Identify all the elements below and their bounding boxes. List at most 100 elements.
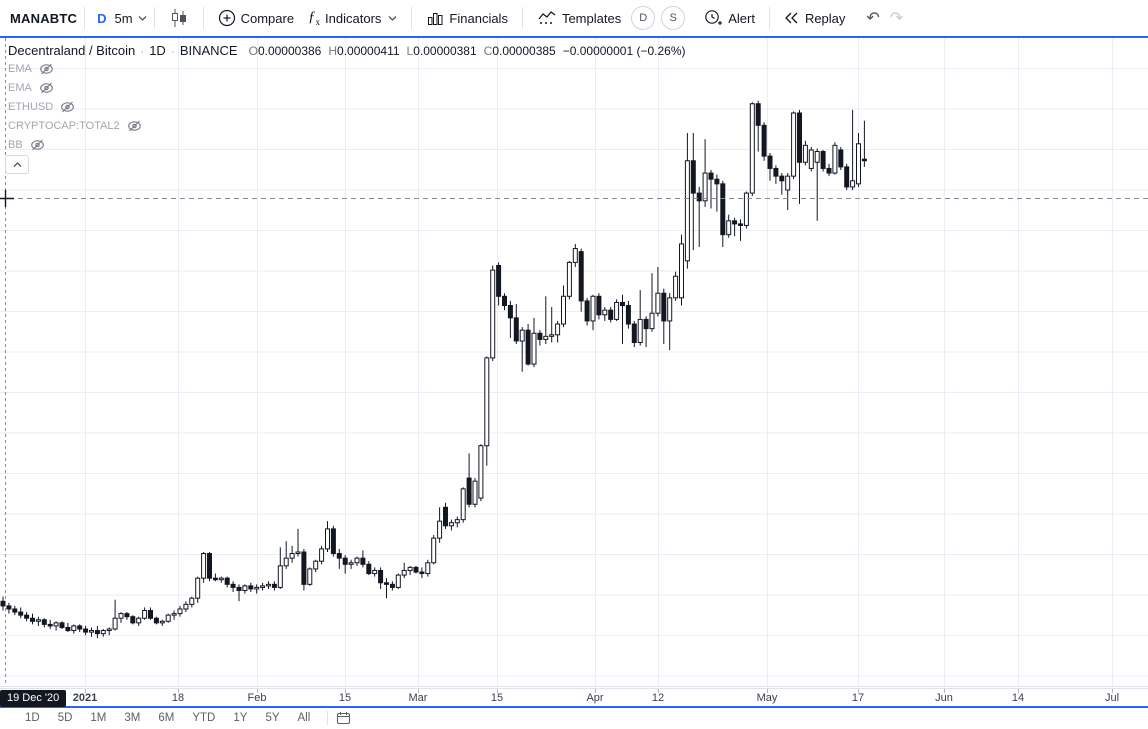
indicator-legend-ethusd[interactable]: ETHUSD: [8, 97, 142, 116]
candle: [838, 146, 844, 170]
price-chart-canvas[interactable]: [0, 38, 1148, 688]
time-tick-label: Feb: [247, 692, 267, 704]
candle: [295, 528, 301, 557]
time-axis[interactable]: 19 Dec '20 2021 18 Feb 15 Mar 15 Apr 12 May 17 Jun…: [0, 688, 1148, 707]
compare-label: Compare: [240, 10, 295, 26]
financials-button[interactable]: Financials: [419, 4, 515, 32]
pane-divider: [0, 706, 1148, 708]
time-tick-mark: [418, 689, 419, 693]
candle: [77, 624, 83, 633]
candle: [631, 320, 637, 348]
candle: [531, 317, 537, 368]
candle: [384, 578, 389, 599]
candle: [59, 621, 65, 630]
collapse-legend-button[interactable]: [5, 155, 29, 174]
quick-template-s-button[interactable]: S: [661, 6, 686, 30]
indicator-label: CRYPTOCAP:TOTAL2: [8, 119, 120, 132]
time-tick-label: 18: [171, 692, 185, 704]
time-tick-mark: [1018, 689, 1019, 693]
candle: [425, 559, 431, 577]
time-tick-label: Apr: [586, 692, 604, 704]
time-tick-mark: [858, 689, 859, 693]
candle: [94, 625, 100, 639]
time-tick-label: 17: [851, 692, 865, 704]
candle: [519, 327, 525, 372]
indicator-label: EMA: [8, 62, 32, 75]
toolbar-separator: [84, 7, 86, 29]
chart-style-button[interactable]: [162, 4, 196, 32]
candle: [578, 248, 584, 312]
time-tick-mark: [497, 689, 498, 693]
candle: [755, 100, 761, 152]
range-1y[interactable]: 1Y: [233, 712, 248, 724]
candle: [330, 525, 336, 557]
quick-template-d-button[interactable]: D: [631, 6, 656, 30]
range-1m[interactable]: 1M: [90, 712, 107, 724]
candle: [319, 545, 325, 565]
candle: [856, 133, 861, 187]
candle: [637, 290, 643, 346]
chart-pane[interactable]: Decentraland / Bitcoin · 1D · BINANCE O0…: [0, 38, 1148, 707]
alert-label: Alert: [728, 10, 755, 26]
date-range-toolbar: 1D 5D 1M 3M 6M YTD 1Y 5Y All: [0, 708, 1148, 729]
bar-chart-icon: [426, 10, 444, 26]
compare-button[interactable]: Compare: [211, 4, 301, 32]
candle: [643, 316, 649, 348]
range-all[interactable]: All: [297, 712, 311, 724]
time-tick-mark: [257, 689, 258, 693]
chevron-down-icon[interactable]: [138, 15, 147, 21]
close-value: 0.00000385: [492, 44, 556, 58]
redo-icon[interactable]: ↷: [889, 10, 904, 27]
indicator-legend-bb[interactable]: BB: [8, 135, 142, 154]
high-label: H: [328, 44, 338, 58]
range-1d[interactable]: 1D: [25, 712, 40, 724]
symbol-button[interactable]: MANABTC: [10, 10, 78, 26]
eye-hidden-icon[interactable]: [39, 63, 54, 75]
time-tick-label: Mar: [408, 692, 428, 704]
symbol-legend[interactable]: Decentraland / Bitcoin · 1D · BINANCE O0…: [8, 43, 685, 58]
range-ytd[interactable]: YTD: [192, 712, 216, 724]
candle: [732, 217, 738, 237]
undo-icon[interactable]: ↶: [866, 10, 880, 27]
candle: [413, 565, 419, 574]
bottombar-separator: [327, 711, 329, 725]
indicator-legend-ema[interactable]: EMA: [8, 59, 142, 78]
candle: [720, 180, 726, 248]
candle: [620, 294, 625, 345]
candle: [673, 271, 679, 301]
templates-button[interactable]: Templates: [530, 4, 628, 32]
calendar-icon[interactable]: [336, 711, 351, 725]
range-5y[interactable]: 5Y: [265, 712, 280, 724]
eye-hidden-icon[interactable]: [127, 120, 142, 132]
candle: [24, 612, 30, 622]
replay-button[interactable]: Replay: [777, 4, 852, 32]
candle: [590, 294, 596, 331]
candle: [118, 612, 124, 623]
top-toolbar: MANABTC D 5m Compar: [0, 0, 1148, 38]
eye-hidden-icon[interactable]: [39, 82, 54, 94]
candle: [655, 267, 661, 317]
alert-button[interactable]: Alert: [696, 4, 762, 32]
candle: [153, 616, 159, 625]
open-value: 0.00000386: [257, 44, 322, 58]
range-6m[interactable]: 6M: [158, 712, 175, 724]
candle: [566, 260, 572, 300]
candle: [242, 584, 248, 594]
candle: [283, 541, 289, 569]
interval-d-button[interactable]: D: [97, 10, 107, 26]
candle: [779, 173, 785, 195]
candle: [159, 619, 165, 626]
indicator-legend-cryptocap-total2[interactable]: CRYPTOCAP:TOTAL2: [8, 116, 142, 135]
candle: [454, 516, 460, 528]
eye-hidden-icon[interactable]: [30, 139, 45, 151]
indicator-legend-ema[interactable]: EMA: [8, 78, 142, 97]
candle: [684, 133, 690, 269]
candle: [608, 307, 614, 323]
candle: [248, 582, 254, 593]
range-5d[interactable]: 5D: [57, 712, 73, 724]
eye-hidden-icon[interactable]: [60, 101, 75, 113]
range-3m[interactable]: 3M: [124, 712, 141, 724]
indicators-button[interactable]: ƒx Indicators: [301, 4, 404, 32]
interval-5m-button[interactable]: 5m: [114, 10, 133, 26]
candle: [65, 622, 71, 633]
